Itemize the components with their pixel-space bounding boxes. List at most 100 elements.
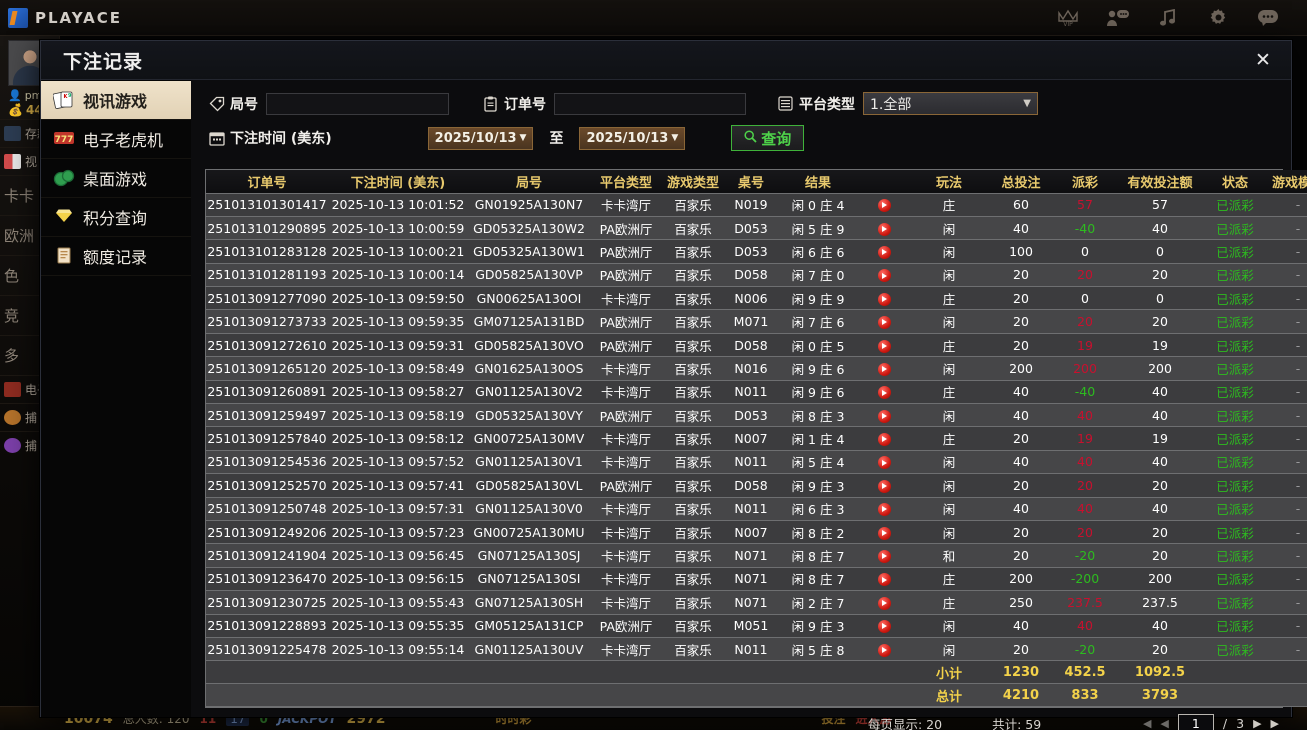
table-row[interactable]: 251013091250748 2025-10-13 09:57:31 GN0112…	[206, 497, 1307, 521]
search-button[interactable]: 查询	[731, 125, 805, 151]
bet-time: 2025-10-13 09:59:50	[328, 286, 468, 311]
play-icon[interactable]	[877, 362, 891, 376]
play-icon[interactable]	[877, 503, 891, 517]
replay-cell[interactable]	[858, 637, 910, 662]
play-icon[interactable]	[877, 409, 891, 423]
play-icon[interactable]	[877, 199, 891, 213]
nav-item-slot-machines[interactable]: 777 电子老虎机	[41, 120, 191, 159]
table-row[interactable]: 251013091257840 2025-10-13 09:58:12 GN0072…	[206, 426, 1307, 451]
prev-page-icon[interactable]: ◀	[1160, 716, 1169, 730]
search-icon	[744, 129, 757, 147]
date-from-picker[interactable]: 2025/10/13 ▼	[427, 126, 534, 150]
replay-cell[interactable]	[858, 286, 910, 311]
table-row[interactable]: 251013091273733 2025-10-13 09:59:35 GM0712…	[206, 309, 1307, 334]
first-page-icon[interactable]: ◀	[1142, 716, 1152, 730]
sidebar-item-fish1[interactable]: 捕	[0, 403, 59, 431]
table-row[interactable]: 251013101281193 2025-10-13 10:00:14 GD0582…	[206, 263, 1307, 288]
play-icon[interactable]	[877, 550, 891, 564]
platform-select[interactable]: 1.全部 ▼	[863, 92, 1038, 115]
play-icon[interactable]	[877, 339, 891, 353]
bet-game-type: 百家乐	[662, 520, 724, 545]
bet-play-type: 庄	[910, 426, 988, 451]
table-row[interactable]: 251013101283128 2025-10-13 10:00:21 GD0532…	[206, 239, 1307, 264]
nav-item-table-games[interactable]: 桌面游戏	[41, 159, 191, 198]
chevron-down-icon: ▼	[1023, 98, 1031, 109]
replay-cell[interactable]	[858, 567, 910, 592]
replay-cell[interactable]	[858, 403, 910, 428]
table-row[interactable]: 251013101301417 2025-10-13 10:01:52 GN0192…	[206, 193, 1307, 217]
play-icon[interactable]	[877, 245, 891, 259]
replay-cell[interactable]	[858, 520, 910, 545]
next-page-icon[interactable]: ▶	[1253, 716, 1262, 730]
play-icon[interactable]	[877, 222, 891, 236]
bet-play-type: 闲	[910, 450, 988, 475]
table-row[interactable]: 251013091265120 2025-10-13 09:58:49 GN0162…	[206, 356, 1307, 381]
nav-item-points-query[interactable]: 积分查询	[41, 198, 191, 237]
play-icon[interactable]	[877, 292, 891, 306]
replay-cell[interactable]	[858, 380, 910, 405]
bet-table-no: D053	[724, 216, 778, 241]
chat-user-icon[interactable]	[1105, 6, 1131, 30]
replay-cell[interactable]	[858, 450, 910, 475]
play-icon[interactable]	[877, 316, 891, 330]
last-page-icon[interactable]: ▶	[1270, 716, 1279, 730]
play-icon[interactable]	[877, 620, 891, 634]
replay-cell[interactable]	[858, 263, 910, 288]
sidebar-item-live[interactable]: 视	[0, 147, 59, 175]
replay-cell[interactable]	[858, 333, 910, 358]
vip-crown-icon[interactable]: VIP	[1055, 6, 1081, 30]
sidebar-item-kaka[interactable]: 卡卡	[0, 175, 59, 215]
replay-cell[interactable]	[858, 543, 910, 568]
speech-bubble-icon[interactable]	[1255, 6, 1281, 30]
play-icon[interactable]	[877, 386, 891, 400]
replay-cell[interactable]	[858, 497, 910, 521]
replay-cell[interactable]	[858, 590, 910, 615]
table-row[interactable]: 251013091236470 2025-10-13 09:56:15 GN0712…	[206, 567, 1307, 592]
play-icon[interactable]	[877, 573, 891, 587]
page-input[interactable]: 1	[1177, 714, 1214, 730]
gear-icon[interactable]	[1205, 6, 1231, 30]
table-row[interactable]: 251013101290895 2025-10-13 10:00:59 GD0532…	[206, 216, 1307, 241]
table-row[interactable]: 251013091225478 2025-10-13 09:55:14 GN0112…	[206, 637, 1307, 662]
sidebar-item-jing[interactable]: 竞	[0, 295, 59, 335]
table-row[interactable]: 251013091277090 2025-10-13 09:59:50 GN0062…	[206, 286, 1307, 311]
sidebar-item-fish2[interactable]: 捕	[0, 431, 59, 459]
bet-valid-amount: 40	[1116, 614, 1204, 638]
order-input[interactable]	[554, 92, 746, 115]
play-icon[interactable]	[877, 269, 891, 283]
play-icon[interactable]	[877, 479, 891, 493]
table-row[interactable]: 251013091259497 2025-10-13 09:58:19 GD0532…	[206, 403, 1307, 428]
table-row[interactable]: 251013091272610 2025-10-13 09:59:31 GD0582…	[206, 333, 1307, 358]
replay-cell[interactable]	[858, 356, 910, 381]
play-icon[interactable]	[877, 643, 891, 657]
round-input[interactable]	[266, 92, 449, 115]
table-row[interactable]: 251013091249206 2025-10-13 09:57:23 GN0072…	[206, 520, 1307, 545]
bet-play-type: 闲	[910, 637, 988, 662]
sidebar-item-europe[interactable]: 欧洲	[0, 215, 59, 255]
nav-item-credit-record[interactable]: 额度记录	[41, 237, 191, 276]
replay-cell[interactable]	[858, 473, 910, 498]
play-icon[interactable]	[877, 433, 891, 447]
table-row[interactable]: 251013091260891 2025-10-13 09:58:27 GN0112…	[206, 380, 1307, 405]
table-row[interactable]: 251013091252570 2025-10-13 09:57:41 GD0582…	[206, 473, 1307, 498]
play-icon[interactable]	[877, 596, 891, 610]
sidebar-item-se[interactable]: 色	[0, 255, 59, 295]
replay-cell[interactable]	[858, 239, 910, 264]
replay-cell[interactable]	[858, 216, 910, 241]
replay-cell[interactable]	[858, 309, 910, 334]
replay-cell[interactable]	[858, 614, 910, 638]
table-row[interactable]: 251013091254536 2025-10-13 09:57:52 GN0112…	[206, 450, 1307, 475]
music-note-icon[interactable]	[1155, 6, 1181, 30]
play-icon[interactable]	[877, 456, 891, 470]
date-to-picker[interactable]: 2025/10/13 ▼	[579, 126, 686, 150]
platform-label: 平台类型	[778, 94, 855, 114]
table-row[interactable]: 251013091241904 2025-10-13 09:56:45 GN0712…	[206, 543, 1307, 568]
table-row[interactable]: 251013091228893 2025-10-13 09:55:35 GM0512…	[206, 614, 1307, 638]
close-icon[interactable]: ✕	[1255, 49, 1271, 71]
table-row[interactable]: 251013091230725 2025-10-13 09:55:43 GN0712…	[206, 590, 1307, 615]
replay-cell[interactable]	[858, 426, 910, 451]
replay-cell[interactable]	[858, 193, 910, 217]
sidebar-item-duo[interactable]: 多	[0, 335, 59, 375]
play-icon[interactable]	[877, 526, 891, 540]
